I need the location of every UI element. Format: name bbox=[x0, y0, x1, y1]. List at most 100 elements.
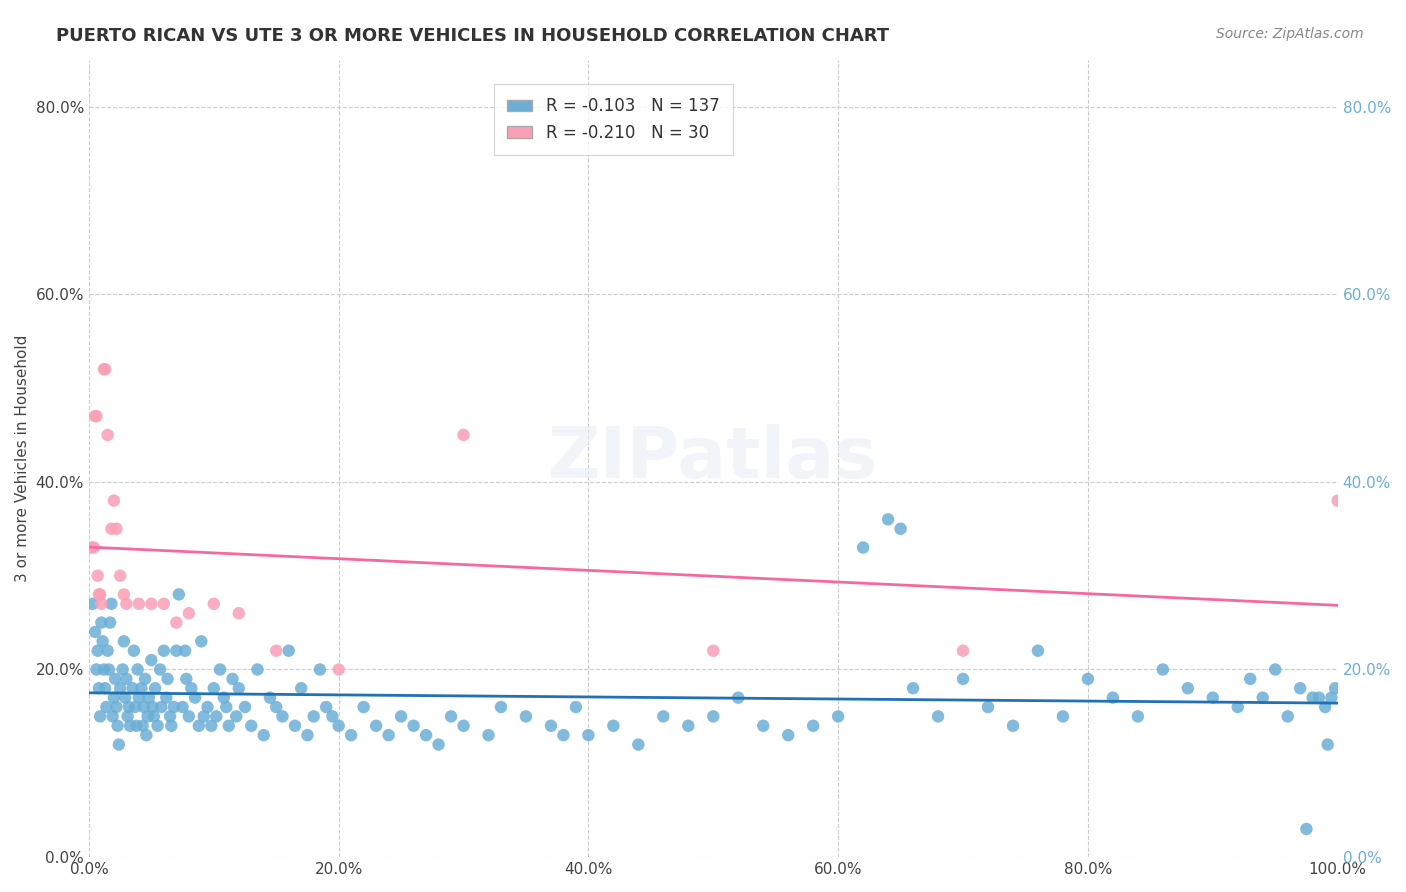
Point bbox=[202, 681, 225, 696]
Point bbox=[290, 681, 312, 696]
Point bbox=[117, 709, 139, 723]
Point bbox=[389, 709, 412, 723]
Point bbox=[89, 587, 111, 601]
Point bbox=[328, 719, 350, 733]
Point bbox=[215, 700, 238, 714]
Point bbox=[1239, 672, 1261, 686]
Point bbox=[1264, 663, 1286, 677]
Point bbox=[115, 672, 138, 686]
Point bbox=[212, 690, 235, 705]
Point bbox=[112, 587, 135, 601]
Point bbox=[1320, 690, 1343, 705]
Point bbox=[927, 709, 949, 723]
Point bbox=[135, 728, 157, 742]
Point bbox=[952, 644, 974, 658]
Point bbox=[180, 681, 202, 696]
Point bbox=[702, 644, 724, 658]
Point bbox=[141, 653, 163, 667]
Text: ZIPatlas: ZIPatlas bbox=[548, 424, 879, 493]
Point bbox=[284, 719, 307, 733]
Point bbox=[415, 728, 437, 742]
Point bbox=[114, 690, 136, 705]
Point bbox=[146, 719, 169, 733]
Point bbox=[187, 719, 209, 733]
Point bbox=[101, 709, 124, 723]
Point bbox=[84, 624, 107, 639]
Point bbox=[952, 672, 974, 686]
Point bbox=[86, 663, 108, 677]
Point bbox=[174, 644, 197, 658]
Point bbox=[233, 700, 256, 714]
Text: Source: ZipAtlas.com: Source: ZipAtlas.com bbox=[1216, 27, 1364, 41]
Point bbox=[515, 709, 537, 723]
Point bbox=[165, 615, 187, 630]
Point bbox=[678, 719, 700, 733]
Point bbox=[205, 709, 228, 723]
Point bbox=[977, 700, 1000, 714]
Y-axis label: 3 or more Vehicles in Household: 3 or more Vehicles in Household bbox=[15, 334, 30, 582]
Point bbox=[553, 728, 575, 742]
Point bbox=[98, 615, 121, 630]
Point bbox=[453, 428, 475, 442]
Point bbox=[105, 522, 128, 536]
Point bbox=[1326, 493, 1348, 508]
Point bbox=[264, 700, 287, 714]
Point bbox=[827, 709, 849, 723]
Point bbox=[131, 681, 153, 696]
Point bbox=[94, 681, 117, 696]
Point bbox=[127, 663, 149, 677]
Legend: R = -0.103   N = 137, R = -0.210   N = 30: R = -0.103 N = 137, R = -0.210 N = 30 bbox=[494, 84, 733, 155]
Text: PUERTO RICAN VS UTE 3 OR MORE VEHICLES IN HOUSEHOLD CORRELATION CHART: PUERTO RICAN VS UTE 3 OR MORE VEHICLES I… bbox=[56, 27, 890, 45]
Point bbox=[96, 700, 118, 714]
Point bbox=[218, 719, 240, 733]
Point bbox=[602, 719, 624, 733]
Point bbox=[1289, 681, 1312, 696]
Point bbox=[118, 700, 141, 714]
Point bbox=[453, 719, 475, 733]
Point bbox=[259, 690, 281, 705]
Point bbox=[160, 719, 183, 733]
Point bbox=[94, 362, 117, 376]
Point bbox=[136, 709, 159, 723]
Point bbox=[93, 362, 115, 376]
Point bbox=[315, 700, 337, 714]
Point bbox=[627, 738, 650, 752]
Point bbox=[149, 663, 172, 677]
Point bbox=[93, 663, 115, 677]
Point bbox=[134, 672, 156, 686]
Point bbox=[353, 700, 375, 714]
Point bbox=[652, 709, 675, 723]
Point bbox=[302, 709, 325, 723]
Point bbox=[1277, 709, 1299, 723]
Point bbox=[131, 719, 153, 733]
Point bbox=[328, 663, 350, 677]
Point bbox=[82, 597, 104, 611]
Point bbox=[86, 409, 108, 424]
Point bbox=[104, 672, 127, 686]
Point bbox=[702, 709, 724, 723]
Point bbox=[264, 644, 287, 658]
Point bbox=[1102, 690, 1125, 705]
Point bbox=[112, 634, 135, 648]
Point bbox=[340, 728, 363, 742]
Point bbox=[159, 709, 181, 723]
Point bbox=[115, 597, 138, 611]
Point bbox=[176, 672, 198, 686]
Point bbox=[440, 709, 463, 723]
Point bbox=[90, 615, 112, 630]
Point bbox=[108, 738, 131, 752]
Point bbox=[377, 728, 399, 742]
Point bbox=[297, 728, 319, 742]
Point bbox=[177, 606, 200, 620]
Point bbox=[87, 681, 110, 696]
Point bbox=[271, 709, 294, 723]
Point bbox=[165, 644, 187, 658]
Point bbox=[240, 719, 263, 733]
Point bbox=[852, 541, 875, 555]
Point bbox=[1202, 690, 1225, 705]
Point bbox=[402, 719, 425, 733]
Point bbox=[89, 709, 111, 723]
Point bbox=[138, 690, 160, 705]
Point bbox=[1126, 709, 1149, 723]
Point bbox=[142, 709, 165, 723]
